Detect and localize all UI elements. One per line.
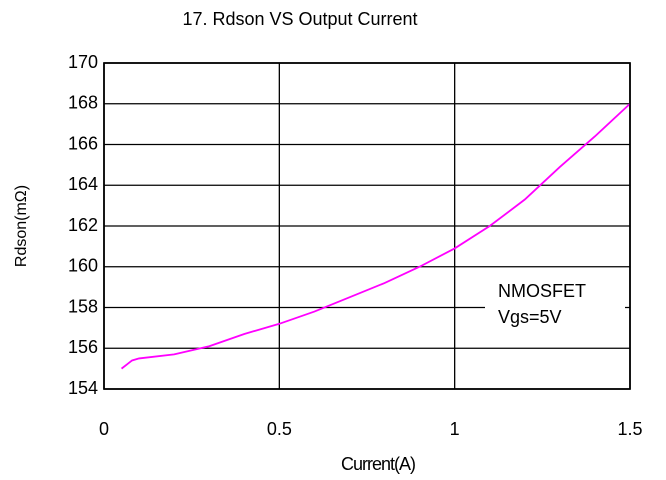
y-tick-label: 162: [68, 215, 98, 235]
y-tick-label: 160: [68, 256, 98, 276]
y-axis-label: Rdson(mΩ): [13, 185, 30, 267]
y-tick-label: 170: [68, 52, 98, 72]
x-tick-label: 1.5: [617, 419, 642, 439]
annotation: Vgs=5V: [498, 307, 562, 327]
y-tick-label: 164: [68, 174, 98, 194]
y-tick-label: 158: [68, 296, 98, 316]
y-tick-label: 156: [68, 337, 98, 357]
chart-title: 17. Rdson VS Output Current: [182, 9, 417, 29]
plot-border: [103, 62, 631, 390]
y-tick-label: 168: [68, 93, 98, 113]
x-tick-label: 0: [99, 419, 109, 439]
y-tick-label: 154: [68, 378, 98, 398]
x-tick-label: 1: [450, 419, 460, 439]
x-axis-label: Current(A): [341, 454, 415, 474]
data-line: [120, 103, 631, 370]
annotation-box: [485, 280, 625, 340]
annotation: NMOSFET: [498, 281, 586, 301]
x-tick-label: 0.5: [267, 419, 292, 439]
y-tick-label: 166: [68, 133, 98, 153]
